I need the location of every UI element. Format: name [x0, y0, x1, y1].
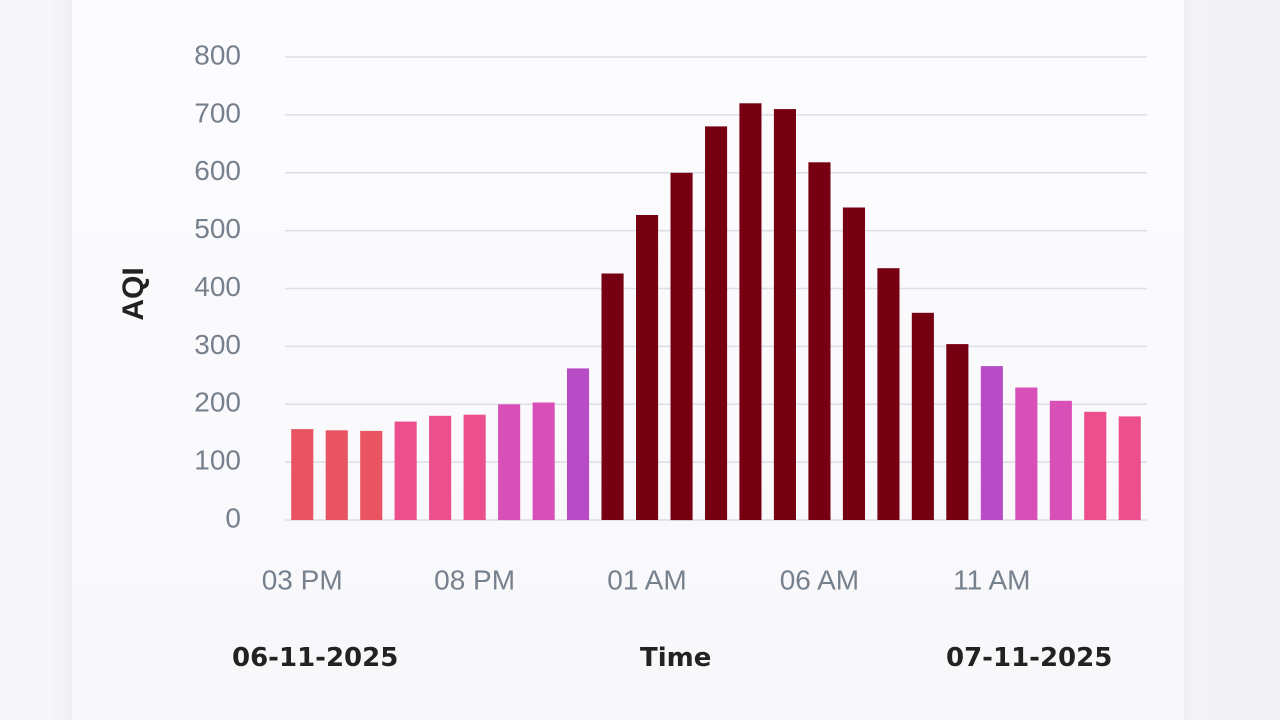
y-tick-label: 800	[194, 39, 241, 70]
bar-16[interactable]	[842, 207, 865, 521]
right-margin	[1208, 0, 1280, 720]
x-tick-label: 11 AM	[953, 564, 1030, 595]
x-tick-label: 08 PM	[434, 564, 515, 595]
bars	[291, 103, 1141, 521]
y-axis-label: AQI	[117, 267, 150, 320]
bar-5[interactable]	[463, 414, 486, 520]
start-date: 06-11-2025	[232, 643, 399, 673]
bar-7[interactable]	[532, 402, 555, 521]
bar-11[interactable]	[670, 172, 693, 521]
y-tick-label: 600	[194, 155, 241, 186]
bar-15[interactable]	[808, 162, 831, 521]
bar-18[interactable]	[911, 312, 934, 520]
bar-21[interactable]	[1015, 387, 1038, 521]
y-tick-label: 0	[225, 502, 241, 533]
bar-12[interactable]	[705, 126, 728, 521]
bar-17[interactable]	[877, 268, 900, 520]
bar-9[interactable]	[601, 273, 624, 521]
bar-13[interactable]	[739, 103, 762, 521]
bar-2[interactable]	[360, 430, 383, 520]
bar-24[interactable]	[1118, 416, 1141, 520]
bar-10[interactable]	[636, 215, 659, 520]
bar-1[interactable]	[325, 430, 348, 520]
bar-23[interactable]	[1084, 411, 1107, 520]
bar-6[interactable]	[498, 404, 521, 521]
bar-4[interactable]	[429, 415, 452, 520]
y-axis-ticks: 0 100 200 300 400 500 600 700 800	[194, 39, 241, 533]
end-date: 07-11-2025	[946, 643, 1113, 673]
y-tick-label: 400	[194, 271, 241, 302]
bar-8[interactable]	[567, 368, 590, 520]
x-axis-ticks: 03 PM 08 PM 01 AM 06 AM 11 AM	[262, 564, 1031, 595]
x-tick-label: 01 AM	[607, 564, 686, 595]
bar-20[interactable]	[980, 366, 1003, 520]
x-axis-title: Time	[640, 643, 712, 673]
bar-0[interactable]	[291, 429, 314, 520]
y-tick-label: 300	[194, 329, 241, 360]
chart-card	[72, 0, 1184, 720]
y-tick-label: 700	[194, 97, 241, 128]
y-tick-label: 200	[194, 387, 241, 418]
left-margin	[0, 0, 52, 720]
x-tick-label: 06 AM	[780, 564, 859, 595]
bar-19[interactable]	[946, 344, 969, 520]
y-tick-label: 100	[194, 445, 241, 476]
x-tick-label: 03 PM	[262, 564, 343, 595]
bar-22[interactable]	[1049, 400, 1072, 520]
bar-3[interactable]	[394, 421, 417, 520]
y-tick-label: 500	[194, 213, 241, 244]
bar-14[interactable]	[773, 109, 796, 520]
